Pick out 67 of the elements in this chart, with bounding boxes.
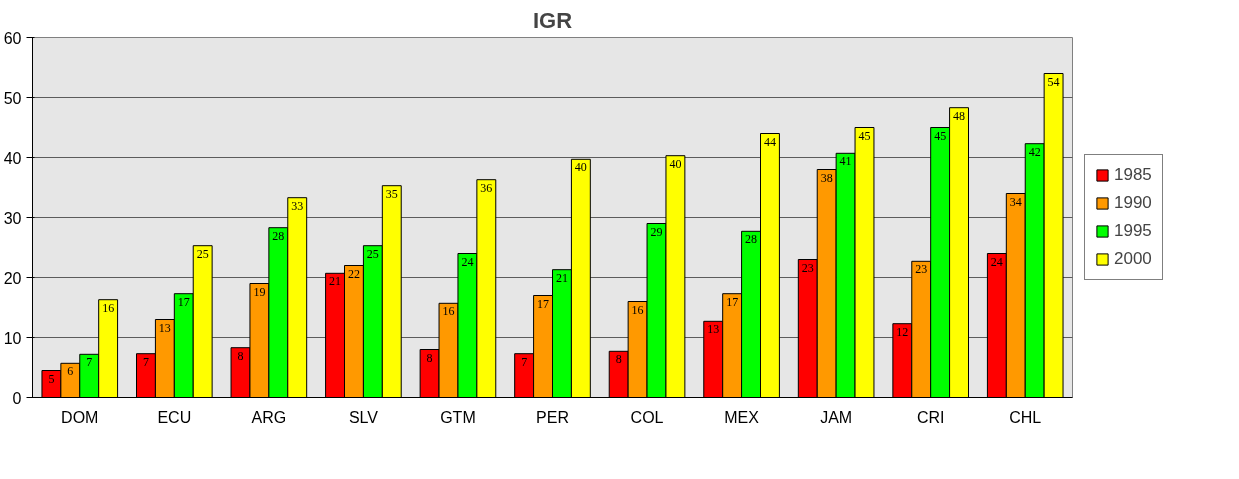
data-label: 22 (347, 266, 360, 281)
x-tick-label: MEX (724, 408, 760, 426)
data-label: 13 (158, 320, 171, 335)
data-label: 40 (669, 156, 682, 171)
data-label: 8 (426, 350, 433, 365)
x-tick-label: GTM (440, 408, 476, 426)
data-label: 24 (990, 254, 1003, 269)
data-label: 8 (237, 348, 244, 363)
data-label: 24 (461, 254, 474, 269)
legend-label: 1995 (1114, 221, 1152, 241)
data-label: 38 (820, 170, 833, 185)
y-tick-label: 40 (3, 149, 22, 167)
data-label: 12 (896, 324, 909, 339)
data-label: 48 (953, 108, 966, 123)
x-tick-label: CRI (916, 408, 945, 426)
data-label: 17 (177, 294, 190, 309)
data-label: 17 (537, 296, 550, 311)
data-label: 36 (480, 180, 493, 195)
data-label: 41 (839, 154, 852, 169)
data-label: 40 (574, 160, 587, 175)
chart-title: IGR (532, 7, 573, 33)
data-label: 28 (745, 232, 758, 247)
data-label: 42 (1028, 144, 1041, 159)
legend-label: 1985 (1114, 165, 1152, 185)
data-label: 21 (329, 274, 342, 289)
data-label: 7 (142, 354, 149, 369)
x-tick-label: ECU (157, 408, 192, 426)
data-label: 25 (196, 246, 209, 261)
data-label: 23 (915, 262, 928, 277)
y-tick-label: 50 (3, 89, 22, 107)
data-label: 29 (650, 224, 663, 239)
data-label: 35 (385, 186, 398, 201)
data-label: 17 (726, 294, 739, 309)
data-label: 28 (272, 228, 285, 243)
x-tick-label: ARG (251, 408, 287, 426)
data-label: 25 (366, 246, 379, 261)
legend-label: 1990 (1114, 193, 1152, 213)
x-tick-label: PER (536, 408, 569, 426)
data-label: 45 (934, 128, 947, 143)
data-label: 7 (521, 354, 528, 369)
data-label: 5 (48, 371, 55, 386)
y-tick-label: 30 (3, 209, 22, 227)
data-label: 7 (86, 355, 93, 370)
data-label: 44 (763, 134, 776, 149)
data-label: 54 (1047, 74, 1060, 89)
data-label: 34 (1009, 194, 1022, 209)
legend-label: 2000 (1114, 249, 1152, 269)
data-label: 21 (555, 270, 568, 285)
y-tick-label: 0 (12, 389, 22, 407)
data-label: 23 (801, 260, 814, 275)
data-label: 16 (442, 304, 455, 319)
data-label: 13 (707, 322, 720, 337)
x-tick-label: JAM (820, 408, 853, 426)
data-label: 8 (615, 352, 622, 367)
data-label: 45 (858, 128, 871, 143)
data-label: 33 (291, 198, 304, 213)
data-label: 16 (102, 300, 115, 315)
data-label: 19 (253, 284, 266, 299)
data-label: 16 (631, 302, 644, 317)
x-tick-label: CHL (1009, 408, 1042, 426)
x-tick-label: COL (630, 408, 664, 426)
y-tick-label: 20 (3, 269, 22, 287)
y-tick-label: 60 (3, 29, 22, 47)
x-tick-label: DOM (61, 408, 99, 426)
x-tick-label: SLV (348, 408, 379, 426)
y-tick-label: 10 (3, 329, 22, 347)
data-label: 6 (67, 364, 74, 379)
